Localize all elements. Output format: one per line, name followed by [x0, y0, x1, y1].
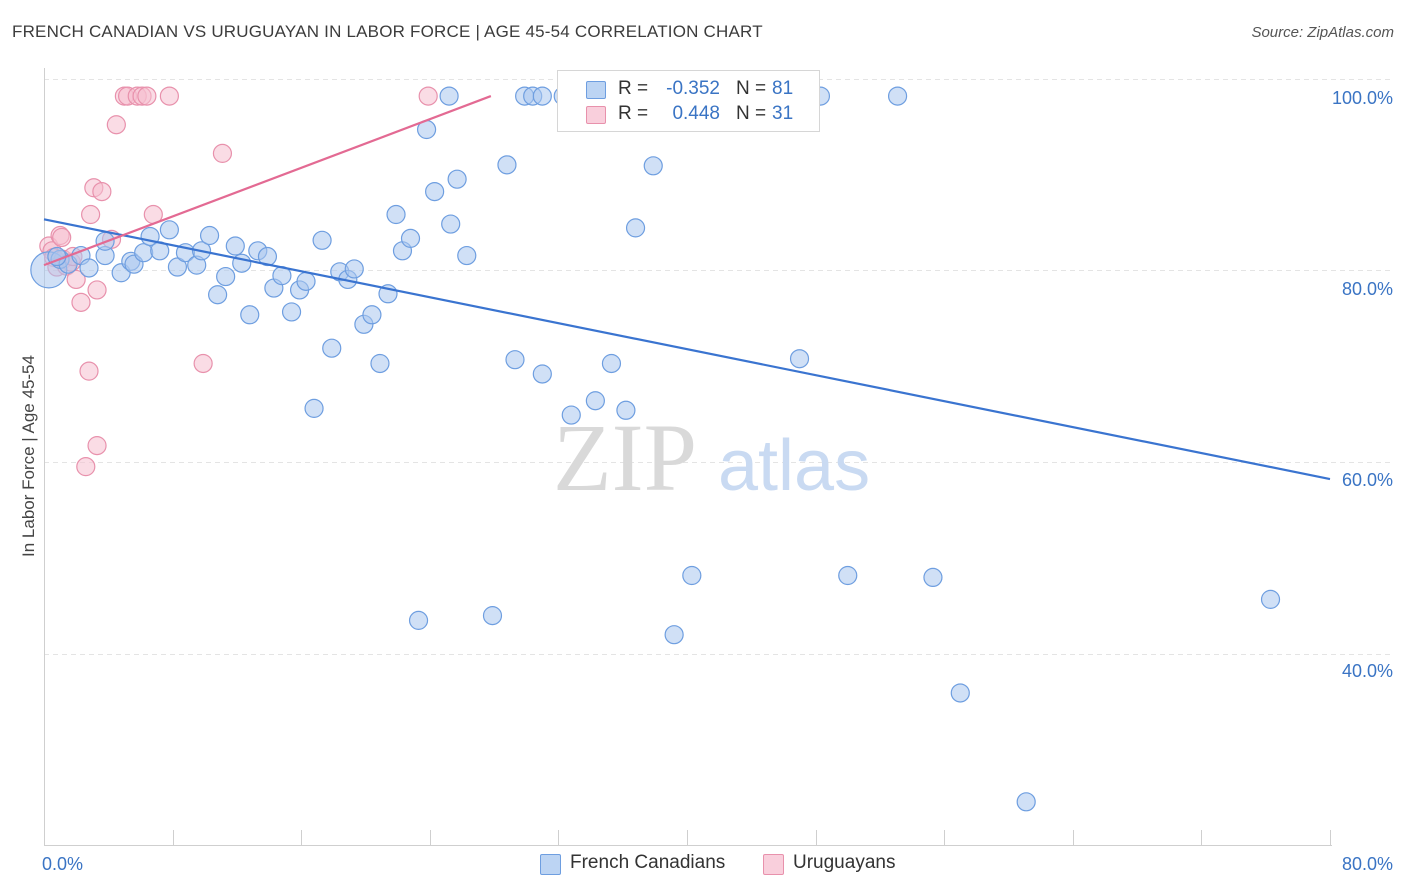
french-canadian-point: [370, 353, 390, 374]
regression-lines: [43, 95, 1331, 481]
french-canadian-point: [240, 305, 260, 325]
uruguayan-point: [418, 86, 438, 106]
french-canadian-point: [887, 86, 908, 106]
watermark-atlas: atlas: [718, 426, 870, 506]
french-canadian-point: [425, 181, 445, 202]
french-canadian-point: [79, 258, 99, 278]
legend-n-value: 31: [772, 103, 794, 124]
french-canadian-point: [682, 565, 702, 586]
french-canadian-point: [1016, 792, 1036, 812]
uruguayan-point: [81, 204, 101, 225]
uruguayan-point: [137, 86, 157, 106]
uruguayan-point: [71, 292, 91, 312]
pink-points: [39, 86, 438, 477]
uruguayan-point: [52, 227, 72, 248]
french-canadian-point: [386, 204, 406, 225]
stats-legend: R = -0.352 N = 81 R = 0.448 N = 31: [557, 70, 820, 132]
french-canadian-point: [497, 155, 517, 175]
y-tick-labels: 40.0% 60.0% 80.0% 100.0%: [1332, 88, 1393, 681]
uruguayan-point: [106, 115, 126, 135]
uruguayan-point: [159, 86, 179, 106]
french-canadian-point: [1260, 589, 1281, 609]
french-canadian-point: [950, 683, 970, 703]
french-canadian-point: [362, 305, 382, 325]
french-canadian-point: [167, 257, 188, 277]
french-canadian-point: [441, 214, 461, 234]
legend-n-label: N =: [736, 78, 767, 99]
uruguayan-trendline: [43, 95, 492, 267]
french-canadian-point: [505, 350, 525, 370]
legend-r-value: 0.448: [672, 103, 720, 124]
y-tick-label: 100.0%: [1332, 88, 1393, 108]
french-canadian-point: [296, 271, 316, 291]
french-canadian-point: [585, 391, 605, 411]
french-canadian-point: [601, 353, 622, 374]
uruguayan-point: [66, 269, 86, 290]
legend-swatch-pink: [586, 106, 606, 124]
french-canadian-point: [439, 86, 459, 106]
french-canadian-point: [208, 285, 228, 305]
french-canadian-point: [616, 400, 636, 420]
french-canadian-point: [447, 169, 467, 189]
legend-n-label: N =: [736, 103, 767, 124]
watermark: ZIP atlas: [553, 404, 870, 511]
french-canadian-point: [532, 364, 552, 384]
uruguayan-point: [79, 361, 99, 381]
french-canadian-point: [216, 266, 236, 287]
legend-row-french-canadians: R = -0.352 N = 81: [558, 77, 819, 103]
y-tick-label: 40.0%: [1342, 661, 1393, 681]
uruguayan-point: [193, 353, 213, 374]
chart-title: FRENCH CANADIAN VS URUGUAYAN IN LABOR FO…: [12, 22, 763, 41]
bottom-legend-swatch-pink: [763, 854, 784, 875]
legend-swatch-blue: [586, 81, 606, 99]
bottom-legend-swatch-blue: [540, 854, 561, 875]
french-canadian-point: [643, 156, 663, 176]
uruguayan-point: [87, 280, 107, 300]
legend-r-label: R =: [618, 78, 649, 99]
french-canadian-point: [561, 405, 581, 425]
french-canadian-point: [457, 245, 477, 266]
source-label: Source: ZipAtlas.com: [1251, 24, 1394, 41]
x-tick-label-min: 0.0%: [42, 854, 83, 874]
french-canadian-point: [344, 259, 364, 279]
legend-r-value: -0.352: [666, 78, 720, 99]
legend-r-label: R =: [618, 103, 649, 124]
gridlines: [44, 79, 1393, 655]
uruguayan-point: [212, 143, 233, 163]
y-axis-label: In Labor Force | Age 45-54: [19, 355, 38, 557]
bottom-legend-label: French Canadians: [570, 852, 726, 873]
legend-n-value: 81: [772, 78, 794, 99]
french-canadian-point: [482, 606, 503, 626]
french-canadian-point: [625, 218, 646, 238]
french-canadian-point: [408, 610, 429, 630]
french-canadian-point: [400, 228, 421, 248]
french-canadian-point: [664, 625, 684, 645]
french-canadian-point: [281, 302, 302, 322]
french-canadian-point: [322, 338, 342, 358]
french-canadian-point: [923, 567, 943, 588]
y-tick-label: 80.0%: [1342, 279, 1393, 299]
french-canadian-point: [304, 398, 324, 418]
french-canadian-point: [134, 243, 154, 263]
french-canadian-trendline: [43, 218, 1331, 481]
legend-row-uruguayans: R = 0.448 N = 31: [558, 102, 819, 128]
y-tick-label: 60.0%: [1342, 470, 1393, 490]
french-canadian-point: [789, 349, 810, 369]
french-canadian-point: [312, 230, 332, 250]
french-canadian-point: [838, 565, 858, 586]
x-tick-label-max: 80.0%: [1342, 854, 1393, 874]
french-canadian-point: [532, 86, 552, 106]
french-canadian-point: [199, 225, 220, 246]
uruguayan-point: [76, 457, 96, 477]
french-canadian-point: [225, 236, 245, 256]
uruguayan-point: [92, 181, 112, 202]
x-ticks: [44, 830, 1331, 846]
bottom-legend-label: Uruguayans: [793, 852, 896, 873]
french-canadian-point: [159, 220, 179, 240]
uruguayan-point: [87, 436, 107, 456]
